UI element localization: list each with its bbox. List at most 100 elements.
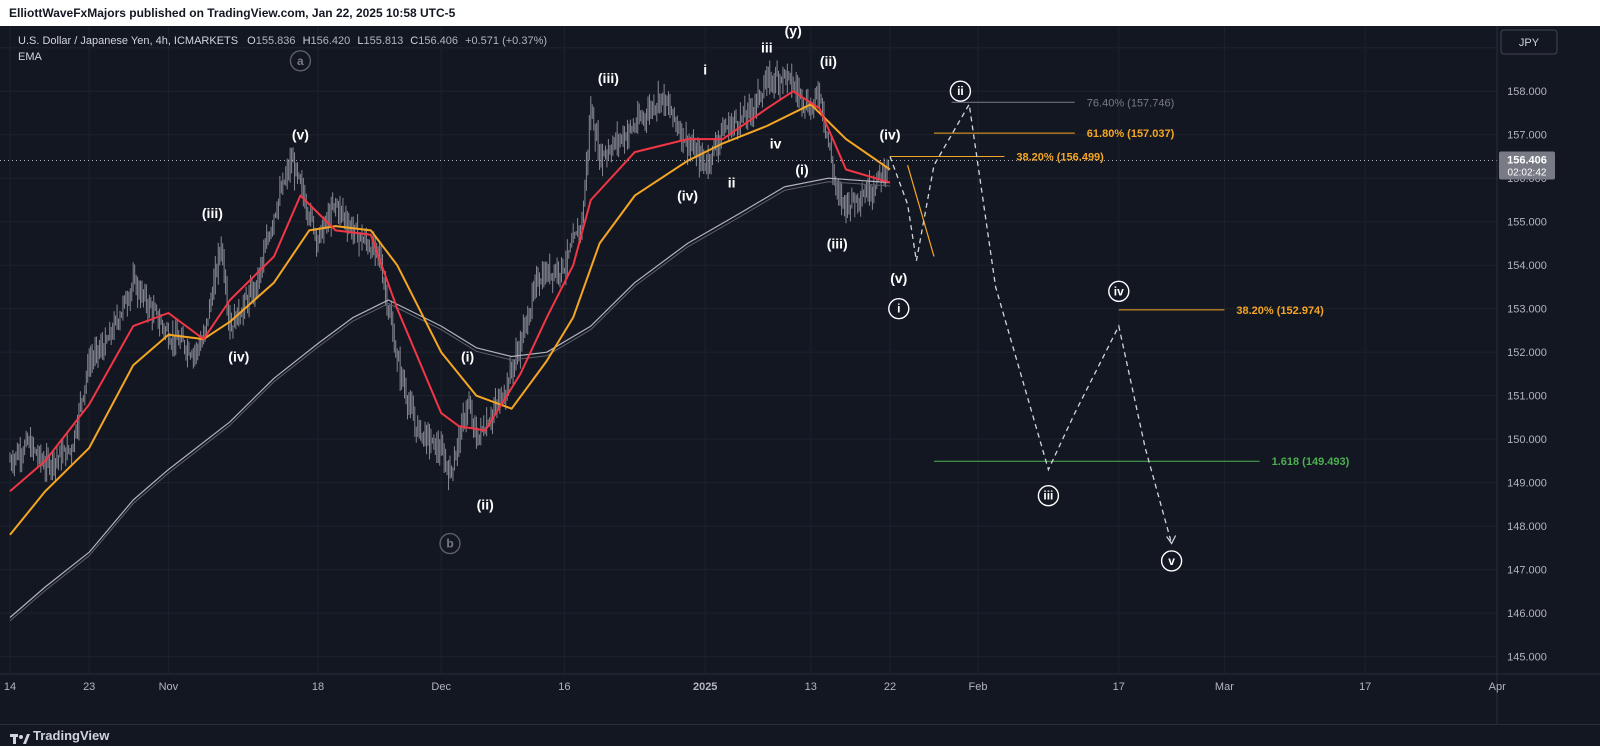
wave-label: (i) (795, 162, 808, 178)
high-value: 156.420 (311, 35, 351, 47)
price-tick-label: 152.000 (1507, 347, 1547, 359)
wave-label: (i) (461, 349, 474, 365)
fib-level-label: 38.20% (156.499) (1016, 152, 1104, 164)
time-tick-label: Apr (1489, 681, 1506, 693)
wave-label: (iv) (880, 127, 901, 143)
svg-text:U.S. Dollar / Japanese Yen, 4h: U.S. Dollar / Japanese Yen, 4h, ICMARKET… (18, 35, 547, 47)
ema-slow-line-shadow (9, 181, 891, 622)
time-tick-label: 16 (558, 681, 570, 693)
fib-level-label: 61.80% (157.037) (1087, 128, 1175, 140)
ema-slow-line (9, 177, 891, 618)
time-tick-label: 2025 (693, 681, 717, 693)
time-tick-label: Feb (969, 681, 988, 693)
time-tick-label: Nov (159, 681, 179, 693)
wave-label: (iv) (228, 349, 249, 365)
projection-line (889, 102, 1173, 544)
close-value: 156.406 (418, 35, 458, 47)
ema-lines (9, 90, 891, 622)
wave-circle (289, 50, 312, 72)
high-label: H (303, 35, 311, 47)
currency-button[interactable]: JPY (1500, 29, 1558, 55)
price-tick-label: 153.000 (1507, 304, 1547, 316)
fib-levels: 76.40% (157.746) 61.80% (157.037) 38.20% (… (890, 97, 1350, 468)
ema-mid-line (9, 103, 891, 536)
change-value: +0.571 (+0.37%) (465, 35, 547, 47)
tradingview-logo-text: TradingView (33, 728, 110, 743)
wave-label: (ii) (820, 53, 837, 69)
wave-label: (iii) (827, 235, 848, 251)
wave-label: b (446, 537, 453, 551)
time-tick-label: 17 (1359, 681, 1371, 693)
open-label: O (247, 35, 256, 47)
price-bars (9, 60, 890, 491)
symbol-title: U.S. Dollar / Japanese Yen, 4h, ICMARKET… (18, 35, 238, 47)
price-tick-label: 151.000 (1507, 391, 1547, 403)
indicator-label: EMA (18, 51, 43, 63)
wave-circle (439, 532, 461, 555)
last-price-value: 156.406 (1507, 155, 1547, 167)
wave-label: v (1168, 554, 1175, 568)
price-tick-label: 155.000 (1507, 217, 1547, 229)
wave-circle (949, 80, 972, 102)
ema-fast-line (9, 90, 891, 493)
price-tick-label: 146.000 (1507, 608, 1547, 620)
price-tick-label: 150.000 (1507, 434, 1547, 446)
projection-path (889, 102, 1177, 545)
fib-anchor-line (907, 165, 935, 257)
tradingview-logo-icon (10, 732, 30, 744)
time-tick-label: 14 (4, 681, 16, 693)
low-label: L (357, 35, 363, 47)
low-value: 155.813 (363, 35, 403, 47)
symbol-legend: U.S. Dollar / Japanese Yen, 4h, ICMARKET… (18, 35, 547, 63)
price-tick-label: 158.000 (1507, 86, 1547, 98)
fib-level-label: 38.20% (152.974) (1236, 305, 1324, 317)
currency-button-label: JPY (1519, 37, 1540, 49)
wave-label: ii (728, 175, 736, 191)
wave-label: iii (761, 40, 773, 56)
chart-area[interactable]: 76.40% (157.746) 61.80% (157.037) 38.20% (… (0, 22, 1600, 724)
price-chart[interactable]: 76.40% (157.746) 61.80% (157.037) 38.20% (… (0, 22, 1600, 724)
grid (0, 26, 1498, 674)
price-tick-label: 145.000 (1507, 652, 1547, 664)
wave-label: iv (770, 135, 782, 151)
time-tick-label: 17 (1113, 681, 1125, 693)
wave-label: (v) (292, 127, 309, 143)
countdown-value: 02:02:42 (1508, 168, 1547, 179)
price-tick-label: 147.000 (1507, 565, 1547, 577)
time-tick-label: 23 (83, 681, 95, 693)
wave-label: i (897, 302, 900, 316)
wave-label: a (297, 54, 304, 68)
wave-label: (iii) (598, 70, 619, 86)
price-tick-label: 157.000 (1507, 130, 1547, 142)
wave-circle (1108, 280, 1130, 302)
time-tick-label: Dec (431, 681, 451, 693)
wave-labels: a(iii)(iv)(v)b(i)(ii)(iii)(iv)iiiiiiivc(… (202, 22, 1183, 572)
price-tick-label: 148.000 (1507, 521, 1547, 533)
price-tick-label: 154.000 (1507, 260, 1547, 272)
wave-label: (iii) (202, 205, 223, 221)
wave-circle (888, 297, 910, 320)
wave-label: (ii) (477, 496, 494, 512)
last-price-badge: 156.406 02:02:42 (1499, 151, 1555, 180)
price-tick-label: 149.000 (1507, 478, 1547, 490)
close-label: C (410, 35, 418, 47)
time-tick-label: 13 (805, 681, 817, 693)
publisher-text: ElliottWaveFxMajors published on Trading… (9, 6, 456, 20)
wave-circle (1160, 550, 1183, 572)
open-value: 155.836 (256, 35, 296, 47)
wave-label: (y) (785, 26, 802, 38)
wave-label: iii (1043, 489, 1053, 503)
fib-level-label: 76.40% (157.746) (1087, 97, 1174, 109)
time-tick-label: 22 (884, 681, 896, 693)
time-tick-label: 18 (312, 681, 324, 693)
time-axis[interactable]: 14 23 Nov 18 Dec 16 2025 13 22 Feb 17 Mar 17 Apr (4, 681, 1506, 693)
wave-label: iv (1114, 284, 1124, 298)
wave-label: (iv) (677, 188, 698, 204)
price-axis[interactable]: 145.000 146.000 147.000 148.000 149.000 150.0… (1507, 43, 1547, 664)
projection-arrow-head (1166, 535, 1177, 545)
publisher-bar: ElliottWaveFxMajors published on Trading… (0, 0, 1600, 26)
tradingview-logo[interactable]: TradingView (10, 728, 110, 744)
footer-bar: TradingView (0, 724, 1600, 746)
wave-circle (1037, 484, 1060, 507)
wave-label: ii (957, 84, 964, 98)
